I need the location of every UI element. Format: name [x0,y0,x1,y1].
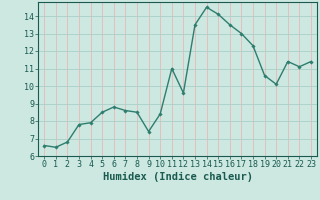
X-axis label: Humidex (Indice chaleur): Humidex (Indice chaleur) [103,172,252,182]
